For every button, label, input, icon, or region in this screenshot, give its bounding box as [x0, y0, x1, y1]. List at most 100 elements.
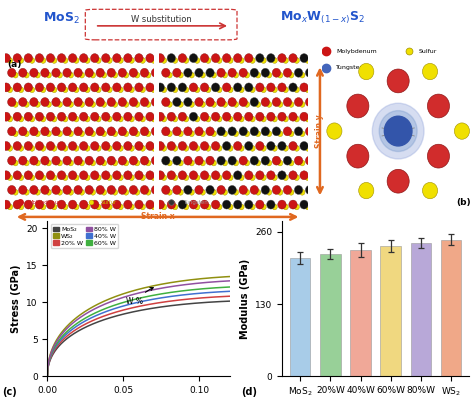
Circle shape [422, 63, 438, 80]
Circle shape [129, 116, 134, 122]
Circle shape [52, 87, 57, 93]
Text: Tungsten: Tungsten [182, 200, 208, 205]
Circle shape [91, 83, 99, 92]
Circle shape [91, 142, 99, 150]
Circle shape [245, 171, 253, 180]
Circle shape [167, 200, 175, 209]
Circle shape [178, 131, 183, 137]
Circle shape [239, 68, 247, 77]
MoS₂ [159, 304, 165, 309]
Circle shape [63, 98, 71, 107]
40% W [45, 374, 50, 378]
Circle shape [228, 58, 233, 63]
Circle shape [167, 160, 172, 166]
Circle shape [244, 160, 250, 166]
Circle shape [239, 127, 247, 136]
Circle shape [255, 83, 264, 92]
Text: Molybdenum: Molybdenum [336, 49, 377, 54]
Circle shape [7, 58, 13, 63]
Circle shape [13, 142, 21, 150]
Circle shape [129, 98, 137, 107]
Circle shape [107, 146, 112, 151]
Circle shape [107, 87, 112, 93]
Circle shape [250, 68, 258, 77]
Circle shape [289, 54, 297, 62]
Circle shape [173, 204, 178, 210]
Circle shape [222, 101, 228, 107]
Circle shape [266, 189, 272, 195]
Circle shape [7, 116, 13, 122]
Circle shape [2, 200, 10, 209]
Circle shape [161, 58, 167, 63]
Circle shape [46, 54, 55, 62]
Circle shape [156, 112, 164, 121]
Bar [320, 254, 341, 376]
Circle shape [278, 142, 286, 150]
Circle shape [289, 142, 297, 150]
Circle shape [217, 87, 222, 93]
Text: W %: W % [127, 288, 153, 306]
Circle shape [146, 83, 154, 92]
Circle shape [151, 58, 156, 63]
Circle shape [228, 98, 237, 107]
40% W [66, 329, 72, 334]
Circle shape [189, 54, 198, 62]
Circle shape [239, 185, 247, 194]
Circle shape [178, 54, 187, 62]
Circle shape [129, 87, 134, 93]
Circle shape [266, 160, 272, 166]
Circle shape [57, 200, 66, 209]
Circle shape [91, 200, 99, 209]
Circle shape [24, 101, 29, 107]
Circle shape [57, 83, 66, 92]
Circle shape [255, 171, 264, 180]
Circle shape [300, 72, 305, 78]
Circle shape [267, 142, 275, 150]
Circle shape [217, 68, 225, 77]
Circle shape [211, 131, 217, 137]
Circle shape [283, 175, 288, 181]
Circle shape [68, 189, 73, 195]
Circle shape [85, 175, 90, 181]
Circle shape [294, 185, 303, 194]
Circle shape [261, 185, 270, 194]
Circle shape [13, 171, 21, 180]
Circle shape [217, 58, 222, 63]
Circle shape [305, 87, 310, 93]
Y-axis label: Stress (GPa): Stress (GPa) [10, 264, 21, 333]
Circle shape [118, 116, 123, 122]
Bar [290, 258, 310, 376]
Circle shape [228, 146, 233, 151]
Circle shape [40, 175, 46, 181]
Circle shape [206, 146, 211, 151]
Circle shape [41, 68, 49, 77]
Circle shape [289, 112, 297, 121]
Circle shape [234, 171, 242, 180]
Circle shape [85, 127, 93, 136]
60% W [159, 291, 165, 296]
Circle shape [112, 101, 118, 107]
Circle shape [178, 160, 183, 166]
Circle shape [29, 146, 35, 151]
Circle shape [101, 171, 110, 180]
Circle shape [167, 72, 172, 78]
Circle shape [41, 185, 49, 194]
Circle shape [250, 185, 258, 194]
Circle shape [222, 72, 228, 78]
Circle shape [183, 116, 189, 122]
Circle shape [118, 68, 127, 77]
Circle shape [156, 171, 164, 180]
WS₂ [45, 374, 50, 378]
Circle shape [35, 142, 44, 150]
Circle shape [68, 72, 73, 78]
Circle shape [57, 189, 63, 195]
MoS₂ [227, 299, 233, 304]
Circle shape [57, 101, 63, 107]
Circle shape [255, 160, 261, 166]
Circle shape [161, 87, 167, 93]
Circle shape [173, 175, 178, 181]
Circle shape [73, 146, 79, 151]
Circle shape [277, 160, 283, 166]
Circle shape [24, 171, 33, 180]
Circle shape [272, 127, 281, 136]
